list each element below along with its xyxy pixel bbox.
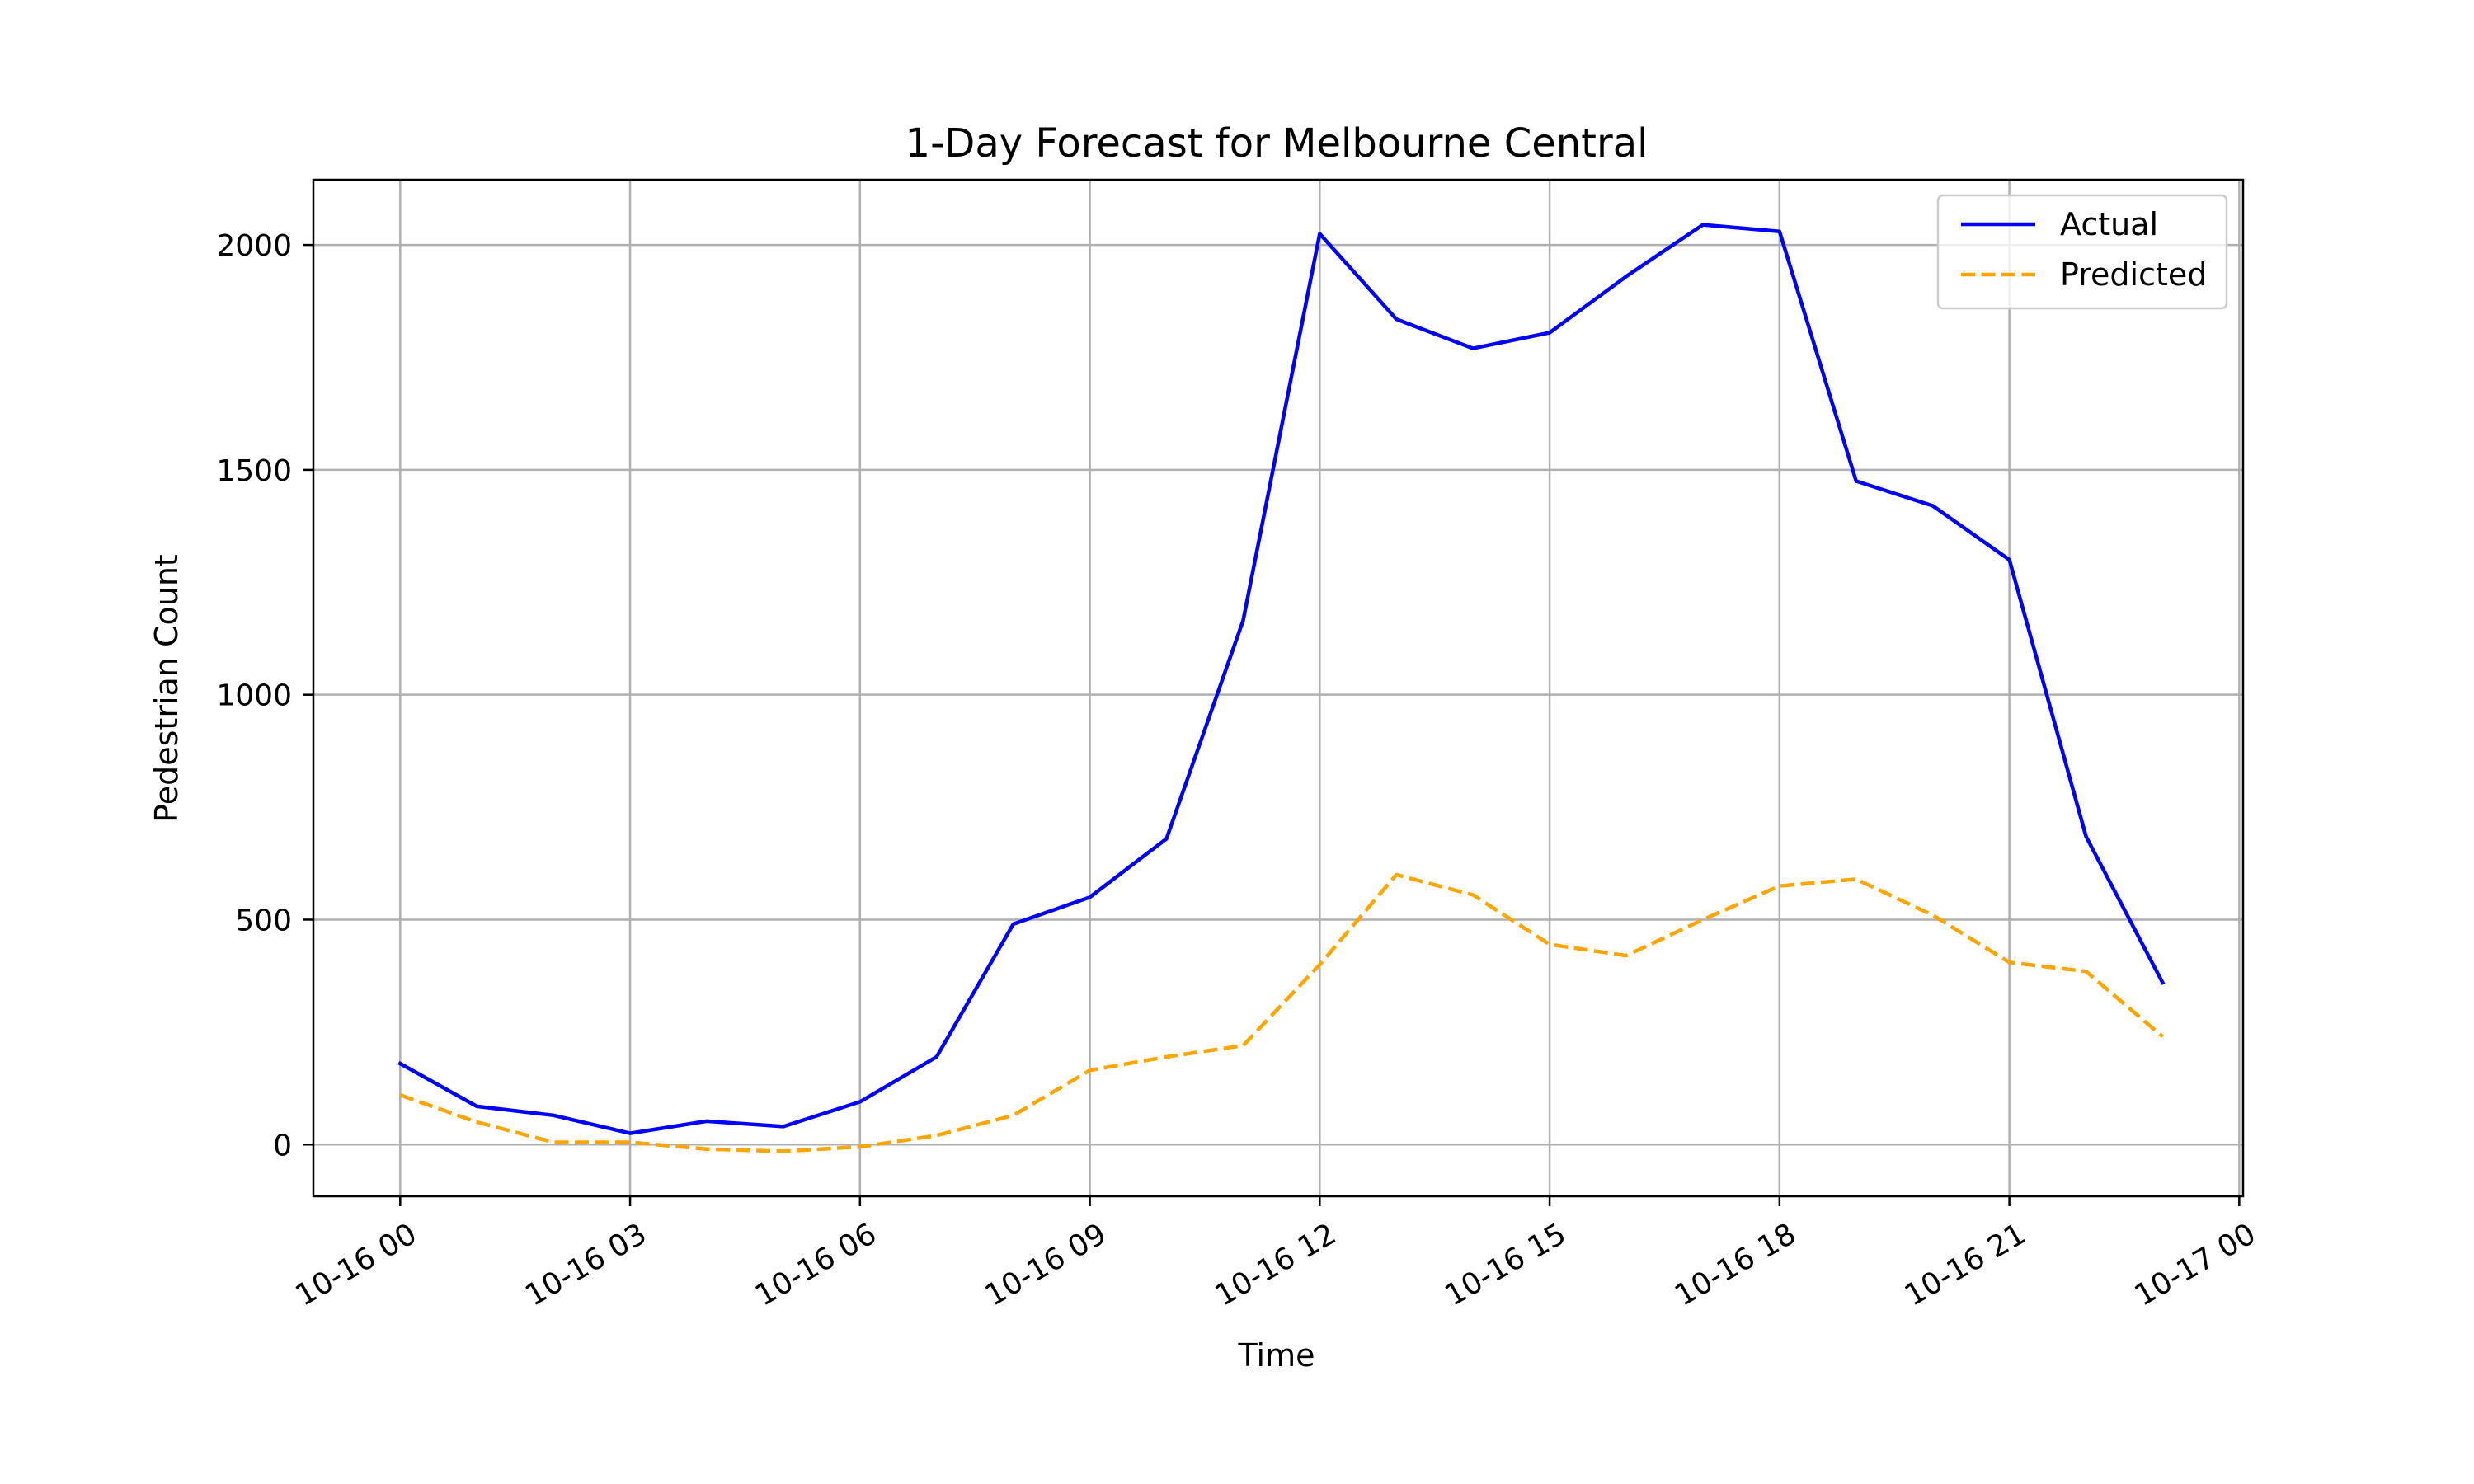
x-tick-label: 10-16 06 xyxy=(750,1217,882,1313)
x-tick-label: 10-17 00 xyxy=(2129,1217,2262,1313)
y-tick-label: 2000 xyxy=(216,229,292,263)
x-tick-label: 10-16 03 xyxy=(520,1217,652,1313)
legend: Actual Predicted xyxy=(1936,194,2228,310)
y-tick-label: 1500 xyxy=(216,454,292,488)
series-layer xyxy=(397,223,2166,1153)
x-tick-label: 10-16 21 xyxy=(1899,1217,2032,1313)
tick-layer: 10-16 00 10-16 03 10-16 06 10-16 09 10-16 12… xyxy=(216,229,2261,1313)
y-tick-label: 500 xyxy=(235,904,292,937)
x-tick-label: 10-16 00 xyxy=(290,1217,423,1313)
x-tick-label: 10-16 12 xyxy=(1210,1217,1343,1313)
x-tick-label: 10-16 18 xyxy=(1669,1217,1802,1313)
y-tick-label: 0 xyxy=(273,1129,292,1162)
legend-label-predicted: Predicted xyxy=(2060,256,2207,293)
chart-title: 1-Day Forecast for Melbourne Central xyxy=(905,120,1649,167)
x-axis-label: Time xyxy=(1238,1337,1315,1374)
grid-layer xyxy=(313,180,2243,1196)
series-line-actual xyxy=(397,223,2166,1135)
x-tick-label: 10-16 15 xyxy=(1439,1217,1572,1313)
legend-label-actual: Actual xyxy=(2060,206,2158,242)
y-tick-label: 1000 xyxy=(216,679,292,713)
plot-frame xyxy=(312,178,2245,1198)
series-line-predicted xyxy=(399,872,2164,1153)
y-axis-label: Pedestrian Count xyxy=(148,554,185,823)
x-tick-label: 10-16 09 xyxy=(980,1217,1112,1313)
